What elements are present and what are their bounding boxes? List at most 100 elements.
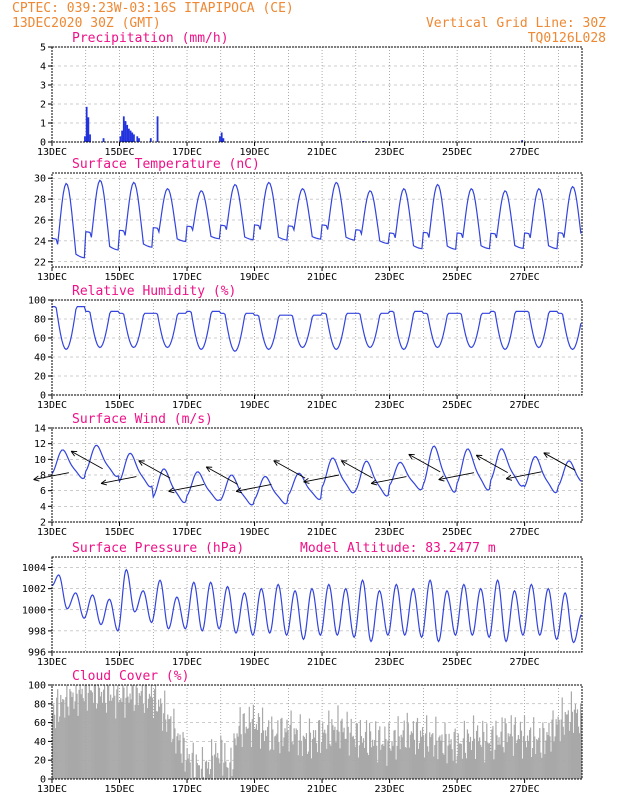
cloud-bar [490, 751, 492, 779]
cloud-bar [565, 714, 567, 779]
wind-ytick-label: 12 [34, 439, 46, 450]
cloud-bar [392, 745, 394, 779]
cloud-bar [377, 762, 379, 779]
temp-ytick-label: 30 [34, 174, 46, 185]
cloud-bar [435, 716, 437, 779]
rh-ytick-label: 100 [28, 296, 46, 307]
cloud-bar [156, 711, 159, 779]
wind-arrow [408, 453, 441, 473]
rh-xtick-label: 15DEC [104, 400, 134, 411]
cloud-bar [307, 751, 310, 779]
cloud-bar [159, 706, 161, 779]
cloud-bar [276, 733, 278, 779]
cloud-bar [555, 719, 557, 779]
cloud-bar [558, 719, 560, 779]
cloud-bar [411, 733, 413, 779]
cloud-bar [201, 746, 204, 779]
cloud-bar [137, 705, 139, 779]
cloud-bar [487, 742, 489, 779]
temp-xtick-label: 17DEC [172, 272, 202, 283]
cloud-bar [63, 699, 65, 779]
cloud-bar [427, 746, 429, 779]
cloud-bar [445, 733, 447, 779]
cloud-bar [421, 727, 424, 779]
precip-bar [127, 128, 130, 142]
precip-ytick-label: 5 [40, 43, 46, 54]
cloud-bar [93, 685, 95, 779]
cloud-bar [185, 760, 187, 779]
cloud-bar [67, 706, 69, 779]
cloud-bar [495, 720, 497, 779]
cloud-bar [438, 737, 440, 779]
cloud-bar [117, 685, 119, 779]
cloud-bar [509, 733, 511, 779]
cloud-bar [138, 693, 140, 779]
cloud-bar [453, 731, 455, 779]
wind-arrow [236, 483, 272, 492]
cloud-bar [393, 730, 395, 779]
cloud-bar [382, 743, 384, 779]
cloud-bar [205, 760, 208, 779]
cloud-bar [505, 723, 507, 779]
cloud-bar [474, 758, 477, 779]
cloud-bar [470, 749, 473, 779]
cloud-bar [523, 715, 526, 779]
temp-xtick-label: 19DEC [239, 272, 269, 283]
cloud-bar [133, 710, 135, 779]
header-grid-note: Vertical Grid Line: 30Z [426, 16, 606, 31]
cloud-bar [73, 708, 75, 779]
cloud-bar [390, 750, 392, 779]
cloud-bar [176, 736, 178, 779]
cloud-bar [181, 762, 183, 779]
cloud-bar [461, 758, 463, 779]
cloud-bar [383, 745, 385, 779]
cloud-bar [360, 736, 363, 779]
cloud-bar [451, 749, 453, 779]
precip-bar [102, 138, 105, 142]
wind-arrow-head [408, 453, 415, 460]
cloud-xtick-label: 17DEC [172, 784, 202, 795]
cloud-bar [264, 741, 266, 779]
cloud-bar [410, 731, 412, 779]
cloud-bar [562, 726, 564, 779]
cloud-bar [364, 731, 367, 779]
temp-title: Surface Temperature (nC) [72, 157, 260, 172]
cloud-bar [215, 742, 217, 779]
cloud-bar [144, 685, 146, 779]
cloud-bar [274, 736, 276, 779]
cloud-bar [180, 753, 182, 779]
cloud-bar [300, 740, 302, 779]
wind-ytick-label: 8 [40, 471, 46, 482]
precip-bar [122, 116, 125, 142]
cloud-bar [140, 691, 142, 779]
rh-xtick-label: 19DEC [239, 400, 269, 411]
cloud-bar [114, 695, 116, 779]
precip-bar [119, 136, 122, 142]
cloud-bar [320, 752, 322, 779]
cloud-bar [54, 714, 56, 779]
precip-bar [156, 116, 159, 142]
cloud-bar [385, 738, 387, 779]
wind-arrow [506, 471, 542, 480]
cloud-bar [214, 754, 216, 779]
cloud-bar [344, 738, 346, 779]
cloud-bar [534, 736, 536, 779]
cloud-bar [113, 685, 115, 779]
cloud-bar [452, 760, 454, 779]
cloud-bar [554, 736, 556, 779]
cloud-bar [516, 739, 518, 779]
cloud-bar [179, 734, 181, 779]
cloud-bar [69, 688, 71, 779]
cloud-bar [359, 719, 362, 779]
cloud-bar [513, 724, 515, 779]
cloud-bar [154, 685, 157, 779]
cloud-bar [556, 724, 558, 779]
cloud-bar [121, 701, 123, 779]
cloud-bar [141, 685, 143, 779]
wind-xtick-label: 15DEC [104, 527, 134, 538]
cloud-bar [498, 737, 500, 779]
precip-bar [84, 136, 86, 142]
cloud-bar [429, 732, 431, 779]
cloud-bar [257, 713, 260, 779]
cloud-bar [524, 741, 527, 779]
